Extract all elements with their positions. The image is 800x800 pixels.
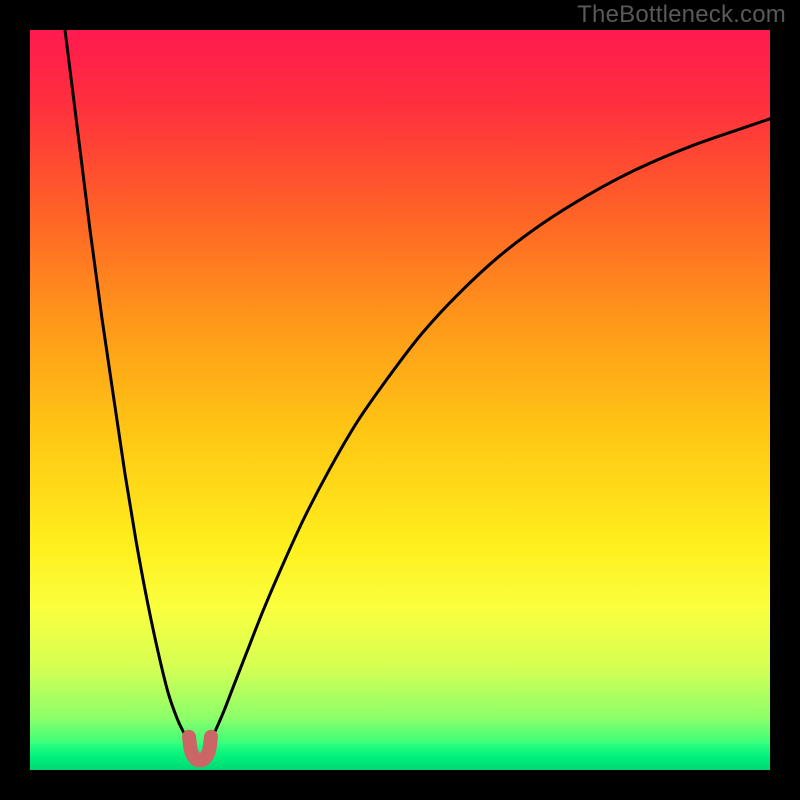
chart-container: TheBottleneck.com [0,0,800,800]
gradient-background [30,30,770,770]
watermark-text: TheBottleneck.com [577,1,786,29]
bottleneck-curve-chart [0,0,800,800]
green-band [30,744,770,770]
